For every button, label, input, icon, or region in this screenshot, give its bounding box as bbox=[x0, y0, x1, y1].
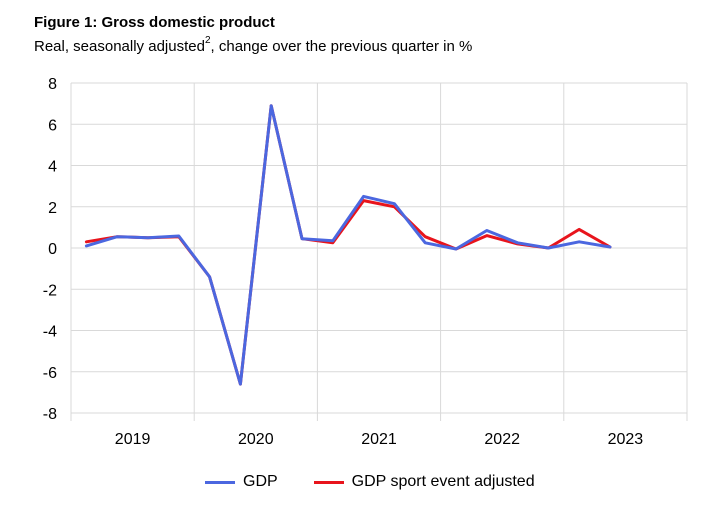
legend-item-gdp-sport-adjusted: GDP sport event adjusted bbox=[313, 473, 535, 491]
x-tick-label: 2023 bbox=[608, 431, 644, 448]
legend-swatch-gdp-sport-adjusted bbox=[313, 480, 344, 484]
legend: GDP GDP sport event adjusted bbox=[205, 473, 571, 491]
y-tick-label: 0 bbox=[48, 241, 57, 258]
subtitle-main: Real, seasonally adjusted bbox=[34, 38, 205, 55]
x-tick-label: 2020 bbox=[238, 431, 274, 448]
legend-label-gdp: GDP bbox=[243, 473, 278, 490]
grid-layer bbox=[70, 82, 688, 421]
subtitle-rest: , change over the previous quarter in % bbox=[210, 38, 473, 55]
y-tick-label: -8 bbox=[43, 406, 57, 423]
y-tick-label: -6 bbox=[43, 365, 57, 382]
y-tick-label: -2 bbox=[43, 282, 57, 299]
chart-title: Figure 1: Gross domestic product bbox=[34, 14, 275, 31]
series-layer bbox=[84, 104, 612, 386]
chart-subtitle: Real, seasonally adjusted2, change over … bbox=[34, 35, 473, 55]
y-tick-label: 6 bbox=[48, 117, 57, 134]
y-tick-label: 8 bbox=[48, 76, 57, 93]
legend-label-gdp-sport-adjusted: GDP sport event adjusted bbox=[351, 473, 535, 490]
y-tick-label: -4 bbox=[43, 324, 57, 341]
x-tick-label: 2019 bbox=[115, 431, 151, 448]
series-line-gdp bbox=[84, 104, 612, 386]
legend-item-gdp: GDP bbox=[205, 473, 278, 491]
y-tick-label: 4 bbox=[48, 159, 57, 176]
legend-swatch-gdp bbox=[205, 480, 235, 484]
axis-layer: 8 6 4 2 0 -2 -4 -6 -8 2019 2020 2021 2022 2023 bbox=[43, 76, 644, 448]
y-tick-label: 2 bbox=[48, 200, 57, 217]
subtitle-footnote-marker: 2 bbox=[204, 35, 211, 46]
x-tick-label: 2022 bbox=[484, 431, 520, 448]
x-tick-label: 2021 bbox=[361, 431, 397, 448]
